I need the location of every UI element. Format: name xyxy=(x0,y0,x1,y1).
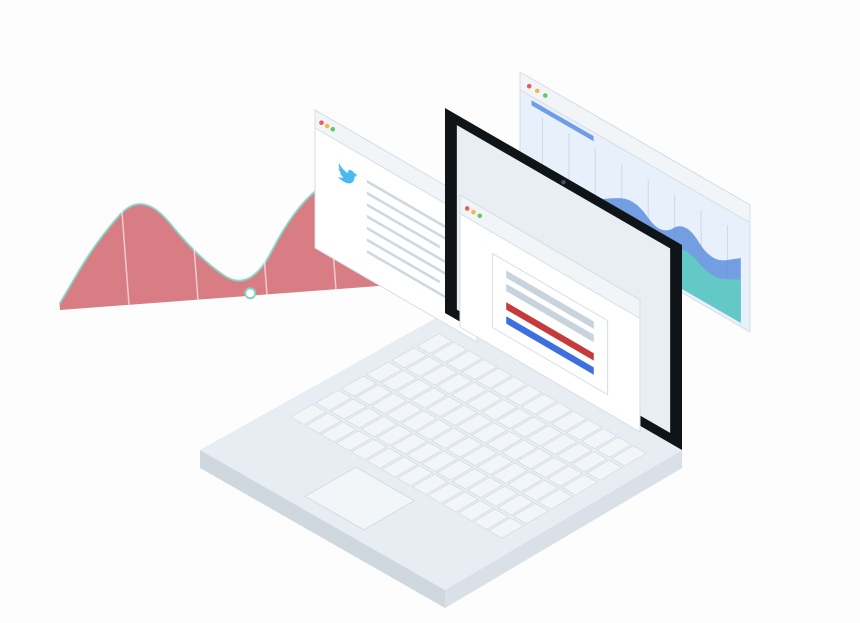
illustration-stage xyxy=(0,0,860,623)
window-control-dot[interactable] xyxy=(325,124,330,129)
laptop-camera-dot xyxy=(561,180,565,184)
window-control-dot[interactable] xyxy=(535,89,540,94)
window-control-dot[interactable] xyxy=(465,206,470,211)
window-control-dot[interactable] xyxy=(478,213,483,218)
window-control-dot[interactable] xyxy=(527,84,532,89)
window-control-dot[interactable] xyxy=(543,93,548,98)
chart-marker-dot xyxy=(245,288,255,298)
window-control-dot[interactable] xyxy=(471,210,476,215)
window-control-dot[interactable] xyxy=(331,127,336,132)
window-control-dot[interactable] xyxy=(319,120,324,125)
